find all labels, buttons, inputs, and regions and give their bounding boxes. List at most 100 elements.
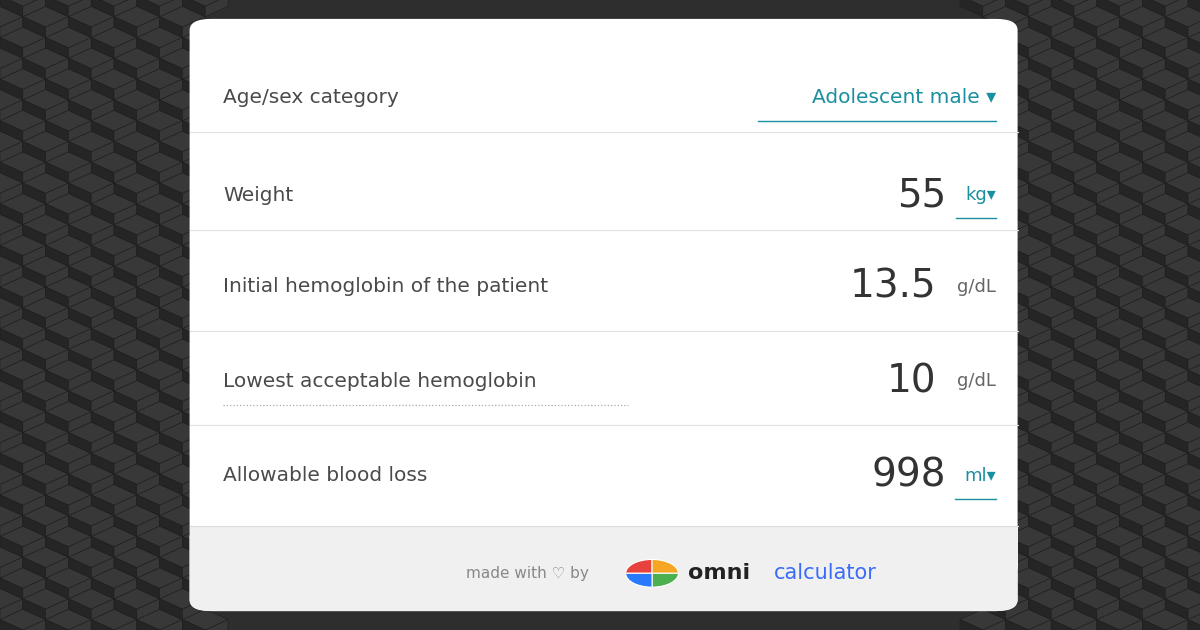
Polygon shape [1097, 484, 1142, 505]
Polygon shape [114, 308, 137, 329]
Polygon shape [1142, 526, 1188, 547]
Polygon shape [0, 578, 23, 598]
Polygon shape [46, 193, 91, 214]
Polygon shape [91, 432, 114, 454]
Polygon shape [1051, 515, 1074, 536]
Polygon shape [983, 454, 1006, 474]
Polygon shape [46, 16, 68, 37]
Polygon shape [205, 412, 228, 432]
Polygon shape [182, 536, 205, 557]
Polygon shape [68, 381, 114, 401]
Polygon shape [114, 38, 137, 58]
Polygon shape [23, 173, 68, 193]
Polygon shape [0, 360, 46, 381]
Polygon shape [1051, 225, 1074, 245]
Polygon shape [1028, 391, 1051, 412]
Polygon shape [0, 38, 23, 58]
Polygon shape [68, 287, 91, 307]
Polygon shape [1142, 0, 1165, 16]
Polygon shape [23, 474, 46, 495]
Polygon shape [182, 121, 205, 141]
Polygon shape [1165, 588, 1200, 609]
Polygon shape [23, 0, 46, 16]
Polygon shape [46, 568, 91, 588]
Polygon shape [1097, 609, 1142, 630]
Polygon shape [46, 183, 68, 203]
Polygon shape [91, 620, 114, 630]
Polygon shape [1120, 339, 1165, 360]
Polygon shape [1097, 110, 1142, 131]
Polygon shape [1165, 163, 1188, 183]
Polygon shape [137, 38, 160, 58]
Polygon shape [960, 412, 983, 432]
Polygon shape [1142, 598, 1165, 620]
Polygon shape [182, 0, 205, 16]
Polygon shape [91, 557, 114, 578]
Polygon shape [1006, 349, 1028, 370]
Polygon shape [1142, 27, 1188, 48]
Polygon shape [23, 256, 68, 277]
Polygon shape [1142, 443, 1188, 464]
Polygon shape [68, 225, 91, 245]
Polygon shape [182, 27, 228, 48]
Polygon shape [205, 578, 228, 598]
Polygon shape [960, 235, 1006, 256]
Polygon shape [0, 495, 23, 515]
Polygon shape [91, 349, 114, 370]
Polygon shape [91, 391, 114, 412]
Polygon shape [1006, 183, 1028, 203]
Polygon shape [0, 163, 23, 183]
Polygon shape [1165, 256, 1200, 277]
Polygon shape [1165, 100, 1188, 120]
Polygon shape [0, 214, 23, 235]
Polygon shape [1120, 6, 1165, 27]
Polygon shape [960, 536, 983, 557]
Polygon shape [91, 152, 137, 173]
Polygon shape [1142, 287, 1165, 307]
Polygon shape [46, 412, 68, 432]
Polygon shape [960, 454, 983, 474]
Polygon shape [114, 412, 137, 432]
Polygon shape [983, 308, 1006, 329]
Polygon shape [0, 598, 23, 620]
Polygon shape [46, 536, 68, 557]
Polygon shape [1165, 287, 1188, 307]
Text: Age/sex category: Age/sex category [223, 88, 398, 107]
Polygon shape [960, 152, 1006, 173]
Polygon shape [1028, 536, 1051, 557]
Polygon shape [160, 16, 182, 37]
Polygon shape [0, 0, 23, 16]
Polygon shape [137, 225, 160, 245]
Polygon shape [160, 38, 182, 58]
Polygon shape [1188, 79, 1200, 100]
Polygon shape [983, 0, 1006, 16]
Polygon shape [23, 297, 68, 318]
Polygon shape [1006, 163, 1028, 183]
Polygon shape [1097, 277, 1142, 297]
Polygon shape [1074, 79, 1097, 100]
Polygon shape [1142, 568, 1188, 588]
Polygon shape [1074, 495, 1097, 515]
Polygon shape [1097, 0, 1142, 6]
Polygon shape [1006, 432, 1028, 454]
Polygon shape [960, 69, 1006, 89]
Polygon shape [983, 121, 1006, 141]
Polygon shape [1142, 100, 1165, 120]
Polygon shape [1188, 515, 1200, 536]
Polygon shape [1028, 370, 1051, 391]
Polygon shape [0, 464, 23, 484]
Polygon shape [1142, 454, 1165, 474]
Polygon shape [1097, 183, 1120, 203]
Text: omni: omni [688, 563, 750, 583]
Polygon shape [182, 474, 205, 495]
Polygon shape [1142, 204, 1165, 224]
Polygon shape [1006, 495, 1028, 515]
Polygon shape [1051, 536, 1074, 557]
Text: Lowest acceptable hemoglobin: Lowest acceptable hemoglobin [223, 372, 536, 391]
Polygon shape [182, 79, 205, 100]
Polygon shape [68, 308, 91, 329]
Polygon shape [1006, 69, 1051, 89]
Polygon shape [1120, 588, 1165, 609]
Polygon shape [1074, 339, 1120, 360]
Polygon shape [960, 287, 983, 307]
